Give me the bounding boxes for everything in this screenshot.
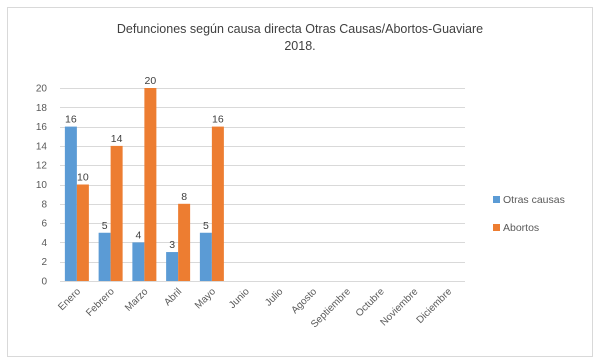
- legend-swatch-otras-causas: [493, 196, 500, 203]
- chart-title: Defunciones según causa directa Otras Ca…: [116, 22, 484, 53]
- data-label-otras-causas-febrero: 5: [102, 220, 108, 232]
- data-label-abortos-abril: 8: [181, 191, 187, 203]
- bar-abortos-febrero: [110, 145, 123, 281]
- y-tick-label: 12: [36, 161, 48, 172]
- y-tick-label: 16: [36, 122, 48, 133]
- bar-otras-causas-abril: [166, 252, 179, 281]
- legend: Otras causas Abortos: [493, 194, 565, 234]
- bars: [64, 88, 224, 281]
- y-tick-label: 10: [36, 180, 48, 191]
- legend-label-abortos: Abortos: [503, 222, 539, 234]
- data-labels: 16 5 4 3 5 10 14 20 8 16: [65, 75, 224, 251]
- bar-otras-causas-mayo: [199, 232, 212, 281]
- y-tick-label: 6: [41, 219, 47, 230]
- data-label-abortos-mayo: 16: [212, 114, 224, 126]
- bar-abortos-marzo: [144, 88, 157, 281]
- bar-otras-causas-febrero: [98, 232, 111, 281]
- data-label-abortos-marzo: 20: [145, 75, 157, 87]
- bar-abortos-abril: [178, 203, 191, 281]
- bar-abortos-enero: [76, 184, 89, 281]
- data-label-otras-causas-mayo: 5: [203, 220, 209, 232]
- y-tick-label: 2: [41, 257, 47, 268]
- bar-abortos-mayo: [211, 126, 224, 281]
- y-tick-label: 18: [36, 103, 48, 114]
- data-label-otras-causas-marzo: 4: [135, 229, 141, 241]
- data-label-otras-causas-abril: 3: [169, 239, 175, 251]
- chart-frame: [7, 7, 593, 357]
- legend-swatch-abortos: [493, 224, 500, 231]
- legend-label-otras-causas: Otras causas: [503, 194, 565, 206]
- data-label-otras-causas-enero: 16: [65, 114, 77, 126]
- y-tick-label: 4: [41, 238, 47, 249]
- y-axis: 0 2 4 6 8 10 12 14 16 18 20: [36, 84, 48, 288]
- gridlines: [60, 88, 465, 282]
- y-tick-label: 0: [41, 277, 47, 288]
- data-label-abortos-febrero: 14: [111, 133, 123, 145]
- bar-otras-causas-enero: [64, 126, 77, 281]
- y-tick-label: 20: [36, 84, 48, 95]
- y-tick-label: 8: [41, 199, 47, 210]
- data-label-abortos-enero: 10: [77, 172, 89, 184]
- y-tick-label: 14: [36, 141, 48, 152]
- bar-otras-causas-marzo: [132, 242, 145, 281]
